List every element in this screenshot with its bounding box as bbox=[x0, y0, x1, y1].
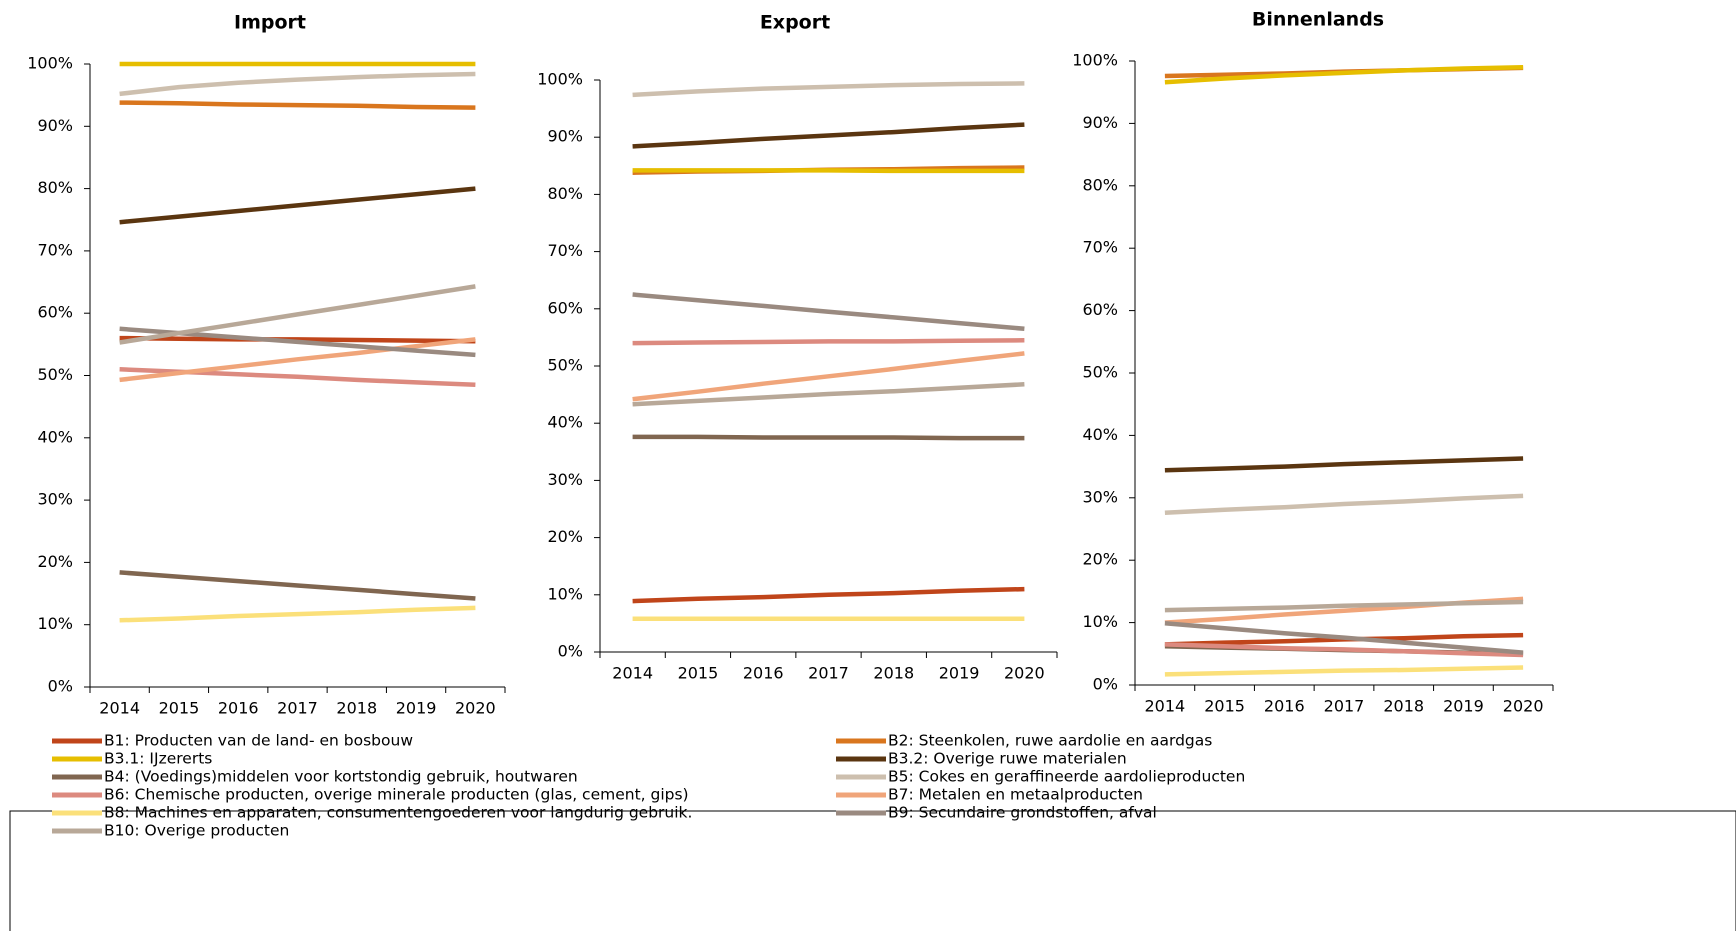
legend-label: B3.1: IJzererts bbox=[104, 750, 212, 768]
series-line bbox=[632, 434, 1025, 441]
x-tick-label: 2020 bbox=[455, 699, 496, 718]
y-tick-label: 20% bbox=[1082, 550, 1118, 569]
legend: B1: Producten van de land- en bosbouw B2:… bbox=[52, 732, 1245, 840]
y-tick-label: 50% bbox=[37, 365, 73, 384]
series-line bbox=[632, 586, 1025, 604]
series-line bbox=[632, 338, 1025, 346]
chart-title: Export bbox=[760, 12, 830, 34]
x-tick-label: 2014 bbox=[1144, 697, 1185, 716]
series-line bbox=[119, 100, 476, 110]
chart-title: Binnenlands bbox=[1252, 9, 1384, 31]
series-line bbox=[632, 382, 1025, 407]
series-line bbox=[632, 292, 1025, 332]
legend-label: B8: Machines en apparaten, consumentengo… bbox=[104, 804, 692, 822]
y-tick-label: 40% bbox=[1082, 425, 1118, 444]
series-line bbox=[632, 122, 1025, 149]
x-tick-label: 2016 bbox=[743, 664, 784, 683]
series-line bbox=[1164, 493, 1524, 516]
x-tick-label: 2019 bbox=[1443, 697, 1484, 716]
x-tick-label: 2016 bbox=[1264, 697, 1305, 716]
y-tick-label: 10% bbox=[547, 584, 583, 603]
legend-label: B3.2: Overige ruwe materialen bbox=[888, 750, 1127, 768]
y-tick-label: 30% bbox=[1082, 487, 1118, 506]
y-tick-label: 100% bbox=[27, 54, 73, 73]
y-tick-label: 40% bbox=[37, 427, 73, 446]
series-line bbox=[1164, 599, 1524, 613]
y-tick-label: 40% bbox=[547, 413, 583, 432]
series-line bbox=[119, 71, 476, 97]
x-tick-label: 2019 bbox=[939, 664, 980, 683]
legend-label: B9: Secundaire grondstoffen, afval bbox=[888, 804, 1157, 822]
x-tick-label: 2017 bbox=[277, 699, 318, 718]
series-line bbox=[632, 351, 1025, 402]
x-tick-label: 2017 bbox=[1324, 697, 1365, 716]
series-line bbox=[632, 81, 1025, 98]
y-tick-label: 30% bbox=[37, 490, 73, 509]
y-tick-label: 60% bbox=[37, 303, 73, 322]
x-tick-label: 2016 bbox=[218, 699, 259, 718]
x-tick-label: 2015 bbox=[1204, 697, 1245, 716]
x-tick-label: 2017 bbox=[808, 664, 849, 683]
legend-label: B1: Producten van de land- en bosbouw bbox=[104, 732, 413, 750]
x-tick-label: 2019 bbox=[396, 699, 437, 718]
x-tick-label: 2014 bbox=[612, 664, 653, 683]
x-tick-label: 2018 bbox=[873, 664, 914, 683]
series-line bbox=[119, 570, 476, 601]
legend-label: B5: Cokes en geraffineerde aardolieprodu… bbox=[888, 768, 1245, 786]
series-line bbox=[1164, 456, 1524, 473]
x-tick-label: 2020 bbox=[1004, 664, 1045, 683]
y-tick-label: 90% bbox=[1082, 113, 1118, 132]
y-tick-label: 60% bbox=[1082, 300, 1118, 319]
x-tick-label: 2015 bbox=[678, 664, 719, 683]
y-tick-label: 70% bbox=[37, 240, 73, 259]
y-tick-label: 20% bbox=[547, 527, 583, 546]
series-line bbox=[119, 284, 476, 345]
series-line bbox=[632, 168, 1025, 174]
series-line bbox=[1164, 642, 1524, 658]
y-tick-label: 100% bbox=[537, 70, 583, 89]
y-tick-label: 80% bbox=[547, 184, 583, 203]
series-line bbox=[1164, 64, 1524, 85]
y-tick-label: 60% bbox=[547, 298, 583, 317]
legend-label: B7: Metalen en metaalproducten bbox=[888, 786, 1143, 804]
y-tick-label: 0% bbox=[48, 677, 73, 696]
series-line bbox=[119, 605, 476, 623]
y-tick-label: 50% bbox=[547, 356, 583, 375]
y-tick-label: 90% bbox=[547, 127, 583, 146]
x-tick-label: 2014 bbox=[99, 699, 140, 718]
y-tick-label: 0% bbox=[1093, 675, 1118, 694]
legend-label: B2: Steenkolen, ruwe aardolie en aardgas bbox=[888, 732, 1212, 750]
y-tick-label: 30% bbox=[547, 470, 583, 489]
y-tick-label: 80% bbox=[1082, 175, 1118, 194]
y-tick-label: 70% bbox=[1082, 238, 1118, 257]
legend-label: B10: Overige producten bbox=[104, 822, 289, 840]
y-tick-label: 20% bbox=[37, 552, 73, 571]
y-tick-label: 90% bbox=[37, 116, 73, 135]
legend-label: B6: Chemische producten, overige mineral… bbox=[104, 786, 689, 804]
y-tick-label: 10% bbox=[37, 614, 73, 633]
series-line bbox=[119, 186, 476, 225]
legend-label: B4: (Voedings)middelen voor kortstondig … bbox=[104, 768, 578, 786]
y-tick-label: 80% bbox=[37, 178, 73, 197]
y-tick-label: 0% bbox=[558, 642, 583, 661]
series-line bbox=[119, 337, 476, 383]
x-tick-label: 2018 bbox=[1383, 697, 1424, 716]
series-line bbox=[119, 335, 476, 344]
x-tick-label: 2015 bbox=[159, 699, 200, 718]
y-tick-label: 10% bbox=[1082, 612, 1118, 631]
y-tick-label: 50% bbox=[1082, 363, 1118, 382]
chart-title: Import bbox=[234, 12, 306, 34]
x-tick-label: 2020 bbox=[1503, 697, 1544, 716]
series-line bbox=[1164, 620, 1524, 655]
y-tick-label: 100% bbox=[1072, 51, 1118, 70]
y-tick-label: 70% bbox=[547, 241, 583, 260]
x-tick-label: 2018 bbox=[336, 699, 377, 718]
series-line bbox=[1164, 665, 1524, 677]
